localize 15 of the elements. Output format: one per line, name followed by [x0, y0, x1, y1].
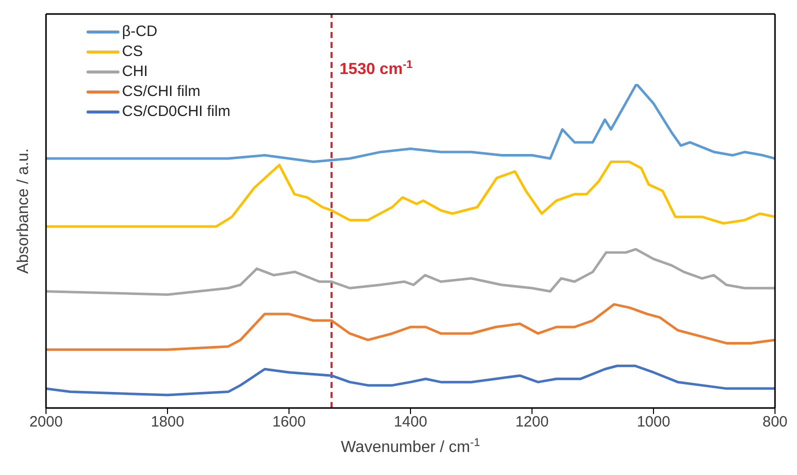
x-tick-label: 800 — [762, 414, 788, 431]
x-tick-label: 1400 — [394, 414, 428, 431]
x-tick-label: 1800 — [150, 414, 184, 431]
x-axis-title: Wavenumber / cm$^{-1}$ — [340, 437, 480, 456]
legend-label: β-CD — [122, 22, 158, 42]
x-tick-label: 1200 — [515, 414, 549, 431]
x-tick-label: 1000 — [636, 414, 670, 431]
x-tick-label: 1600 — [272, 414, 306, 431]
legend-label: CS/CHI film — [122, 82, 200, 102]
legend-label: CS — [122, 42, 143, 62]
y-axis-title: Absorbance / a.u. — [15, 148, 32, 274]
legend-label: CHI — [122, 62, 148, 82]
ref-line-label: 1530 cm$^{-1}$ — [340, 59, 413, 78]
x-tick-label: 2000 — [29, 414, 63, 431]
legend-label: CS/CD0CHI film — [122, 102, 230, 122]
